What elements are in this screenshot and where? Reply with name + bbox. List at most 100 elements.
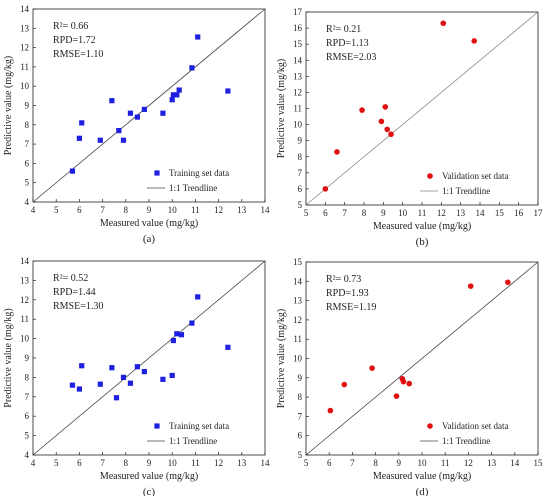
data-point	[160, 376, 166, 382]
x-tick-label: 10	[398, 208, 408, 218]
panel-caption: (d)	[416, 486, 429, 496]
data-point	[471, 38, 478, 44]
x-tick-label: 12	[214, 458, 223, 468]
data-point	[195, 294, 201, 300]
y-tick-label: 5	[25, 431, 30, 441]
data-point	[174, 92, 180, 98]
y-tick-label: 11	[293, 334, 302, 344]
y-tick-label: 8	[25, 372, 30, 382]
legend-line-label: 1:1 Trendline	[442, 436, 490, 446]
data-point	[440, 20, 447, 27]
x-tick-label: 9	[397, 458, 402, 468]
y-tick-label: 14	[20, 256, 30, 266]
stat-text: RPD=1.44	[53, 287, 96, 298]
data-point	[369, 365, 375, 371]
data-point	[109, 98, 115, 104]
y-tick-label: 12	[20, 43, 29, 53]
y-tick-label: 8	[298, 152, 303, 162]
stat-text: RMSE=1.19	[326, 302, 376, 313]
x-tick-label: 14	[261, 458, 271, 468]
data-point	[69, 168, 76, 174]
x-tick-label: 6	[327, 458, 332, 468]
x-tick-label: 13	[237, 458, 247, 468]
data-point	[176, 87, 182, 93]
x-tick-label: 8	[373, 458, 378, 468]
data-point	[97, 381, 103, 387]
data-point	[109, 365, 115, 371]
y-tick-label: 5	[298, 200, 303, 210]
x-tick-label: 15	[495, 208, 505, 218]
x-tick-label: 13	[237, 205, 247, 215]
x-tick-label: 5	[54, 205, 59, 215]
data-point	[69, 382, 76, 388]
stat-text: RMSE=2.03	[326, 52, 376, 63]
data-point	[406, 380, 413, 387]
x-tick-label: 11	[191, 458, 200, 468]
stat-text: RPD=1.13	[326, 38, 369, 49]
data-point	[382, 104, 389, 110]
data-point	[225, 344, 231, 350]
trendline-1to1	[32, 260, 266, 456]
chart-panel-1: 4 5 6 7 8 9 10 11 12 13 14 4 5 6 7 8 9 10 11 12 13 14 R²= 0.66…	[3, 4, 270, 245]
y-tick-label: 6	[25, 411, 30, 421]
data-point	[141, 106, 147, 112]
x-tick-label: 8	[124, 205, 129, 215]
data-point	[341, 381, 348, 388]
y-tick-label: 5	[298, 450, 303, 460]
data-point	[189, 65, 195, 71]
x-tick-label: 12	[214, 205, 223, 215]
data-point	[170, 92, 176, 98]
stat-text: RMSE=1.10	[53, 49, 103, 60]
data-point	[388, 131, 394, 138]
y-axis-label: Predictive value (mg/kg)	[3, 308, 14, 407]
data-point	[116, 127, 122, 134]
legend-marker	[427, 173, 433, 179]
y-tick-label: 17	[293, 7, 303, 17]
y-tick-label: 15	[293, 257, 303, 267]
x-tick-label: 11	[441, 458, 450, 468]
x-tick-label: 6	[323, 208, 328, 218]
x-tick-label: 6	[77, 458, 82, 468]
y-tick-label: 7	[298, 411, 303, 421]
x-tick-label: 10	[168, 205, 178, 215]
data-point	[322, 186, 329, 192]
x-tick-label: 14	[476, 208, 486, 218]
y-tick-label: 10	[293, 120, 303, 130]
x-tick-label: 7	[100, 205, 105, 215]
x-tick-label: 8	[124, 458, 129, 468]
legend-marker	[427, 423, 433, 429]
y-tick-label: 10	[293, 354, 303, 364]
y-tick-label: 11	[293, 104, 302, 114]
x-tick-label: 9	[381, 208, 386, 218]
data-point	[79, 120, 85, 126]
trendline-1to1	[305, 11, 539, 206]
x-tick-label: 9	[147, 205, 152, 215]
stat-text: RPD=1.93	[326, 288, 369, 299]
data-point	[134, 114, 140, 120]
y-tick-label: 9	[298, 373, 303, 383]
data-point	[127, 380, 134, 386]
data-point	[134, 364, 140, 370]
x-tick-label: 12	[437, 208, 446, 218]
legend-marker	[154, 423, 160, 429]
panel-caption: (c)	[143, 486, 156, 496]
x-tick-label: 10	[418, 458, 428, 468]
y-tick-label: 7	[298, 168, 303, 178]
data-point	[393, 393, 400, 399]
y-tick-label: 12	[20, 295, 29, 305]
x-tick-label: 13	[487, 458, 497, 468]
stat-text: R²= 0.52	[53, 273, 88, 284]
y-tick-label: 6	[298, 431, 303, 441]
trendline-1to1	[305, 261, 539, 456]
data-point	[97, 137, 103, 143]
y-tick-label: 6	[25, 158, 30, 168]
y-tick-label: 8	[298, 392, 303, 402]
y-axis-label: Predictive value (mg/kg)	[276, 309, 287, 408]
data-point	[79, 363, 85, 369]
x-tick-label: 5	[54, 458, 59, 468]
y-tick-label: 7	[25, 392, 30, 402]
legend-series-label: Training set data	[169, 168, 229, 178]
x-tick-label: 14	[261, 205, 271, 215]
stat-text: R²= 0.66	[53, 21, 88, 32]
